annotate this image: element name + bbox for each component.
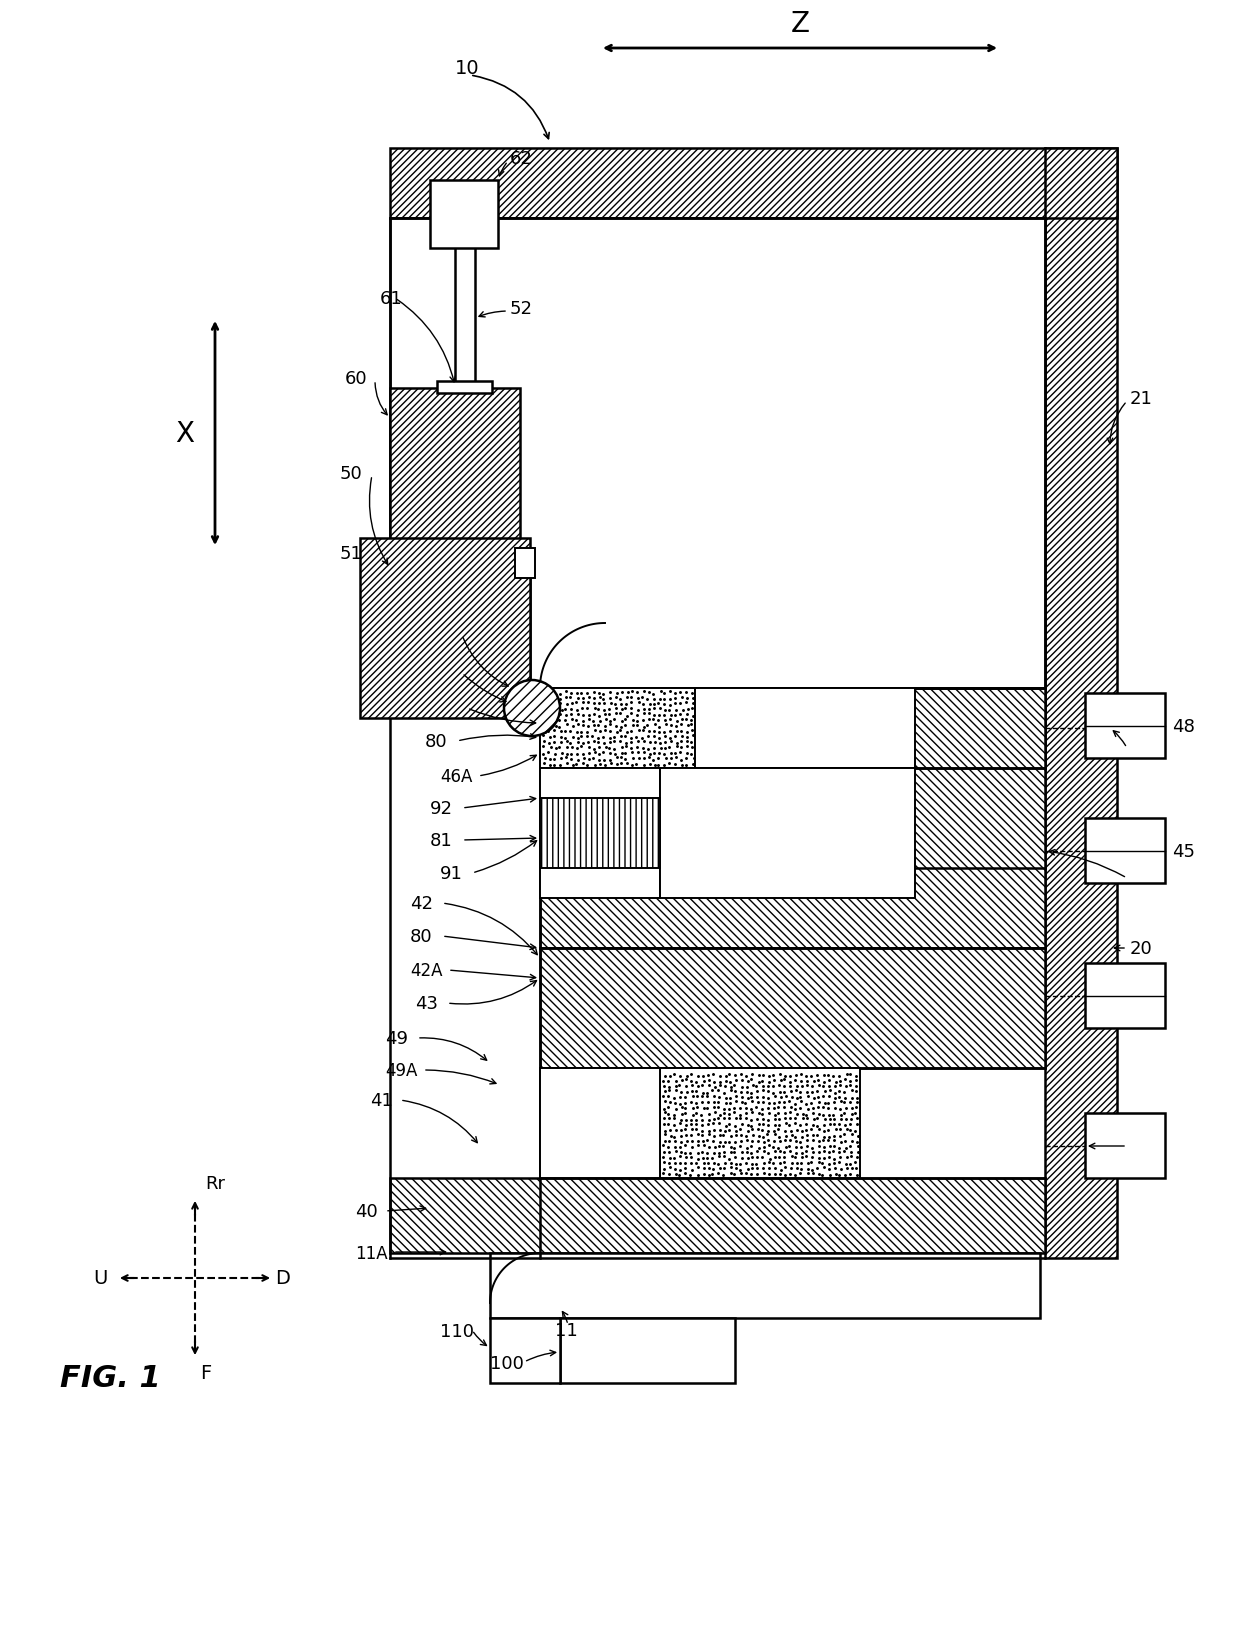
Text: 46A: 46A [440,768,472,786]
Circle shape [503,681,560,737]
Bar [490,1318,560,1383]
Text: 40: 40 [355,1203,378,1220]
Text: Rr: Rr [205,1175,224,1192]
Text: 48: 48 [1172,717,1195,735]
Text: 100: 100 [490,1355,523,1373]
Bar [539,768,660,898]
Text: 110: 110 [440,1322,474,1340]
Bar [1085,1114,1166,1178]
Bar [391,1178,1045,1252]
Text: U: U [93,1269,107,1287]
Text: 42: 42 [410,895,433,913]
Bar [1045,148,1117,1257]
Text: 60: 60 [345,369,367,387]
Text: 42A: 42A [410,961,443,979]
Text: 22: 22 [1130,1137,1153,1155]
Bar [660,1068,861,1178]
Bar [539,1068,660,1178]
Text: 11A: 11A [355,1244,388,1262]
Bar [455,244,475,389]
Text: 51: 51 [340,545,363,562]
Text: 91: 91 [440,865,463,882]
Text: 81: 81 [430,832,453,849]
Text: 31: 31 [430,664,453,682]
Text: 20: 20 [1130,939,1153,957]
Text: 47: 47 [1130,740,1153,758]
Bar [539,689,1045,768]
Bar [391,389,520,549]
Text: 21: 21 [1130,391,1153,407]
Bar [490,1252,1040,1318]
Bar [1085,819,1166,883]
Text: 61: 61 [379,290,403,308]
Bar [660,768,915,898]
Text: 52: 52 [510,300,533,318]
Bar [430,181,498,249]
Bar [391,148,1117,219]
Bar [515,549,534,578]
Bar [560,1318,735,1383]
Text: 50: 50 [340,465,363,483]
Bar [1085,694,1166,758]
Text: 10: 10 [455,59,480,79]
Text: 80: 80 [1130,987,1153,1005]
Text: 41: 41 [370,1091,393,1109]
Bar [391,219,1045,689]
Text: 80: 80 [425,733,448,750]
Bar [539,799,660,868]
Bar [360,539,529,719]
Text: F: F [200,1363,211,1383]
Text: 45: 45 [1172,842,1195,860]
Text: 44: 44 [1130,870,1153,888]
Text: 46: 46 [435,699,458,717]
Text: 62: 62 [510,150,533,168]
Text: 49A: 49A [384,1061,418,1079]
Text: 92: 92 [430,799,453,817]
Bar [1085,964,1166,1028]
Text: D: D [275,1269,290,1287]
Bar [539,689,1045,949]
Text: X: X [176,420,195,448]
Bar [539,949,1045,1068]
Text: 11: 11 [556,1322,578,1340]
Bar [539,689,694,768]
Text: 80: 80 [410,928,433,946]
Text: 30: 30 [430,625,453,643]
Text: 49: 49 [384,1030,408,1048]
Text: FIG. 1: FIG. 1 [60,1363,161,1393]
Text: 43: 43 [415,994,438,1012]
Text: Z: Z [791,10,810,38]
Bar [436,382,492,394]
Bar [694,689,915,768]
